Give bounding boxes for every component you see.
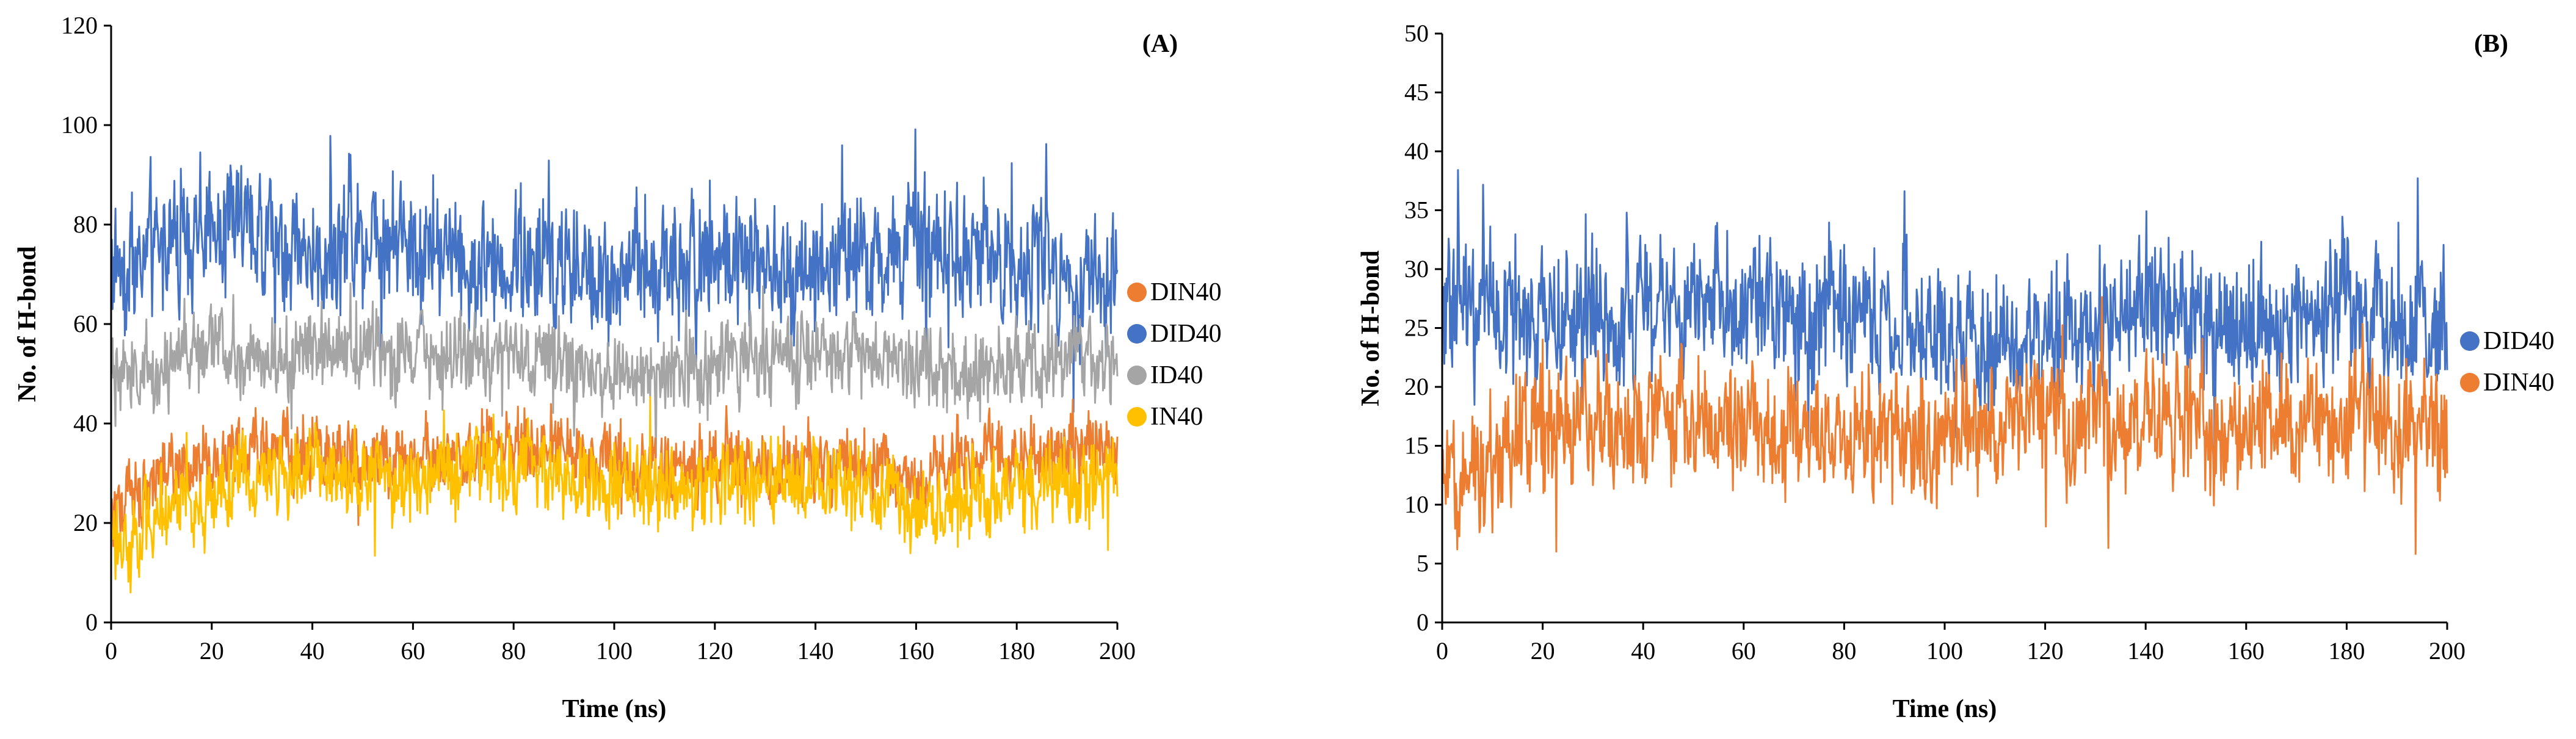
x-tick-label: 60 [401, 637, 425, 665]
x-tick-label: 20 [1531, 637, 1555, 665]
y-tick-label: 80 [73, 211, 98, 238]
x-tick-label: 120 [2027, 637, 2064, 665]
y-tick-label: 60 [73, 310, 98, 337]
x-tick-label: 200 [1099, 637, 1136, 665]
legend-marker-did40 [1127, 324, 1147, 344]
panel-b-y-ticks: 0 5 10 15 20 25 30 35 40 45 50 [1404, 20, 1442, 636]
x-tick-label: 200 [2429, 637, 2465, 665]
y-tick-label: 25 [1404, 314, 1429, 342]
series-line-id40 [110, 282, 1119, 459]
x-tick-label: 100 [596, 637, 633, 665]
legend-label-in40: IN40 [1150, 403, 1203, 431]
panel-b-label: (B) [2474, 30, 2508, 58]
panel-a-label: (A) [1142, 30, 1178, 58]
panel-b-x-ticks: 0 20 40 60 80 100 120 140 160 180 200 [1436, 622, 2465, 665]
legend-marker-in40 [1127, 407, 1147, 427]
legend-label-din40: DIN40 [2483, 369, 2555, 397]
y-tick-label: 10 [1404, 491, 1429, 518]
x-tick-label: 180 [998, 637, 1035, 665]
legend-label-din40: DIN40 [1150, 278, 1222, 306]
series-line-did40 [1441, 169, 2448, 478]
series-line-did40 [110, 128, 1119, 413]
legend-marker-din40 [1127, 283, 1147, 302]
x-tick-label: 40 [1631, 637, 1655, 665]
legend-label-did40: DID40 [1150, 320, 1222, 348]
x-tick-label: 80 [501, 637, 526, 665]
panel-a-y-title: No. of H-bond [13, 246, 42, 402]
y-tick-label: 0 [85, 608, 98, 636]
y-tick-label: 100 [61, 111, 98, 139]
x-tick-label: 80 [1832, 637, 1856, 665]
y-tick-label: 20 [73, 509, 98, 536]
x-tick-label: 160 [898, 637, 934, 665]
x-tick-label: 0 [1436, 637, 1448, 665]
x-tick-label: 120 [697, 637, 733, 665]
panel-b-legend: DID40 DIN40 [2460, 327, 2555, 397]
panel-a-x-title: Time (ns) [562, 695, 667, 723]
panel-b: 0 5 10 15 20 25 30 35 40 45 50 0 20 40 60 80 100 120 140 1… [1357, 20, 2555, 723]
y-tick-label: 40 [1404, 137, 1429, 165]
panel-a-legend: DIN40 DID40 ID40 IN40 [1127, 278, 1222, 431]
panel-a-y-ticks: 0 20 40 60 80 100 120 [61, 12, 111, 636]
x-tick-label: 20 [200, 637, 224, 665]
x-tick-label: 140 [2127, 637, 2164, 665]
x-tick-label: 60 [1732, 637, 1756, 665]
y-tick-label: 40 [73, 409, 98, 437]
legend-label-did40: DID40 [2483, 327, 2555, 355]
y-tick-label: 30 [1404, 255, 1429, 283]
panel-b-x-title: Time (ns) [1893, 695, 1997, 723]
y-tick-label: 120 [61, 12, 98, 39]
legend-marker-din40 [2460, 373, 2480, 392]
x-tick-label: 140 [797, 637, 834, 665]
x-tick-label: 180 [2328, 637, 2365, 665]
legend-label-id40: ID40 [1150, 361, 1203, 389]
y-tick-label: 20 [1404, 373, 1429, 400]
y-tick-label: 5 [1417, 550, 1429, 577]
panel-b-series-group [1441, 169, 2448, 555]
panel-a: 0 20 40 60 80 100 120 0 20 40 60 80 100 120 140 160 180… [13, 12, 1222, 723]
y-tick-label: 35 [1404, 196, 1429, 224]
x-tick-label: 160 [2228, 637, 2265, 665]
panel-b-y-title: No. of H-bond [1357, 250, 1385, 406]
x-tick-label: 0 [105, 637, 117, 665]
y-tick-label: 15 [1404, 432, 1429, 460]
panel-a-x-ticks: 0 20 40 60 80 100 120 140 160 180 200 [105, 622, 1136, 665]
legend-marker-id40 [1127, 366, 1147, 385]
x-tick-label: 40 [300, 637, 325, 665]
legend-marker-did40 [2460, 331, 2480, 351]
y-tick-label: 45 [1404, 79, 1429, 106]
panel-a-series-group [110, 128, 1119, 594]
x-tick-label: 100 [1926, 637, 1963, 665]
series-line-in40 [110, 396, 1119, 594]
y-tick-label: 50 [1404, 20, 1429, 47]
y-tick-label: 0 [1417, 608, 1429, 636]
series-line-din40 [1441, 296, 2448, 555]
